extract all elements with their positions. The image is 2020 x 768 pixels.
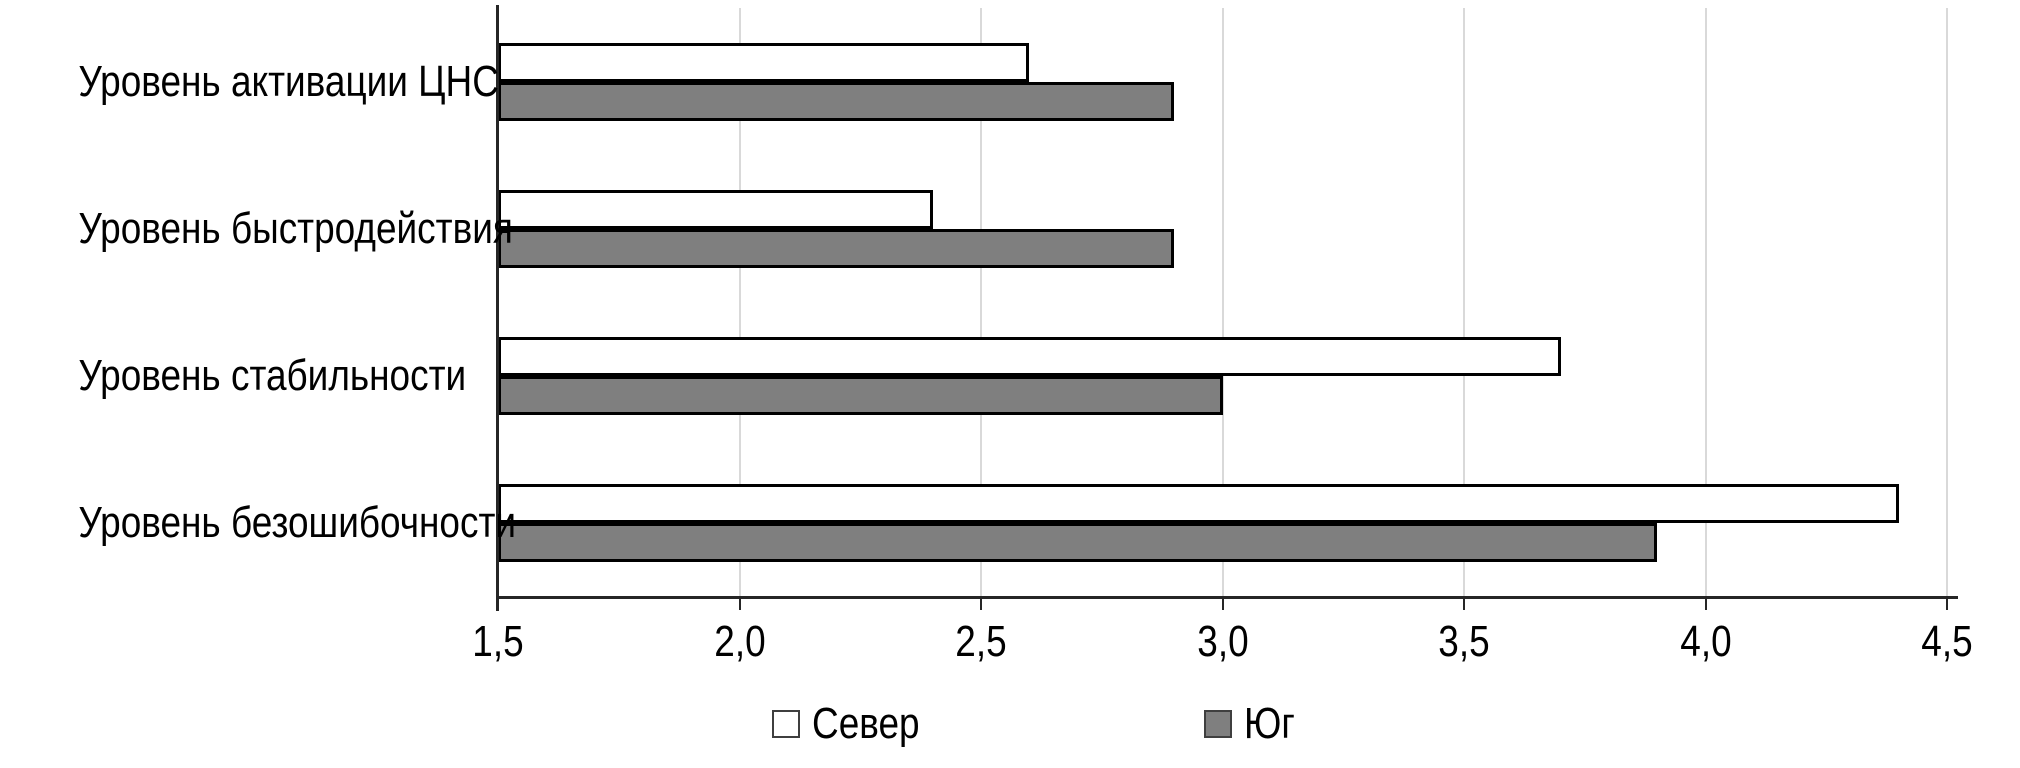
category-label: Уровень стабильности: [78, 351, 467, 401]
legend-label-yug: Юг: [1244, 699, 1295, 748]
gridline: [738, 8, 741, 597]
x-tick-label: 3,0: [1196, 617, 1249, 666]
legend-swatch-sever: [772, 710, 800, 738]
category-label: Уровень активации ЦНС: [78, 56, 499, 106]
x-tick-label: 4,0: [1679, 617, 1732, 666]
category-label: Уровень безошибочности: [78, 498, 517, 548]
bar-sever: [498, 484, 1899, 524]
legend-item-yug: Юг: [1204, 698, 1305, 750]
plot-area: [498, 8, 1948, 597]
x-axis-tick: [1704, 599, 1707, 610]
x-tick-label: 2,5: [955, 617, 1007, 666]
legend-label-sever: Север: [812, 699, 920, 748]
bar-yug: [498, 81, 1174, 121]
x-axis-line: [496, 596, 1958, 599]
gridline: [1946, 8, 1948, 597]
bar-sever: [498, 337, 1561, 377]
bar-yug: [498, 376, 1223, 416]
x-axis-tick: [1221, 599, 1224, 610]
y-axis-line: [496, 5, 499, 611]
x-axis-tick: [738, 599, 741, 610]
bar-sever: [498, 42, 1029, 82]
bar-yug: [498, 523, 1657, 563]
bar-yug: [498, 228, 1174, 268]
x-tick-label: 4,5: [1921, 617, 1973, 666]
x-axis-tick: [1463, 599, 1465, 610]
gridline: [980, 8, 982, 597]
gridline: [1704, 8, 1707, 597]
x-axis-tick: [1946, 599, 1948, 610]
bar-sever: [498, 189, 933, 229]
legend-item-sever: Север: [772, 698, 940, 750]
legend-swatch-yug: [1204, 710, 1232, 738]
gridline: [1463, 8, 1465, 597]
x-axis-tick: [980, 599, 982, 610]
x-tick-label: 1,5: [472, 617, 524, 666]
gridline: [1221, 8, 1224, 597]
x-tick-label: 2,0: [713, 617, 766, 666]
x-tick-label: 3,5: [1438, 617, 1490, 666]
x-axis-tick: [497, 599, 499, 610]
category-label: Уровень быстродействия: [78, 203, 513, 253]
